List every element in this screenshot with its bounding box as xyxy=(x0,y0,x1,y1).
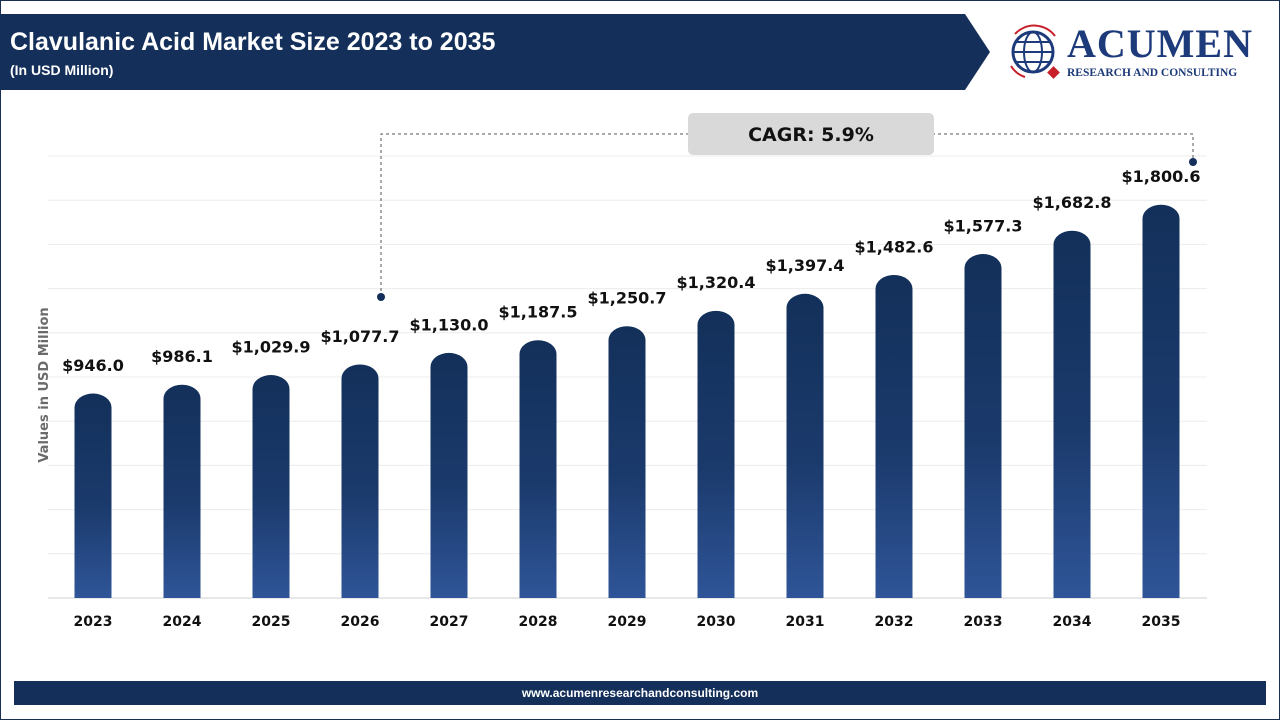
bar-2032 xyxy=(875,274,913,598)
bar-2025 xyxy=(252,375,290,598)
x-tick-label: 2033 xyxy=(964,614,1003,630)
data-label: $1,187.5 xyxy=(499,303,578,322)
data-label: $1,320.4 xyxy=(677,273,756,292)
data-label: $986.1 xyxy=(151,347,213,366)
x-tick-label: 2035 xyxy=(1142,614,1181,630)
x-tick-label: 2028 xyxy=(519,614,558,630)
cagr-label: CAGR: 5.9% xyxy=(748,124,874,146)
chart-subtitle: (In USD Million) xyxy=(10,62,114,78)
bar-2031 xyxy=(786,293,824,598)
x-tick-label: 2025 xyxy=(252,614,291,630)
data-label: $1,577.3 xyxy=(944,216,1023,235)
bar-2023 xyxy=(74,393,112,598)
data-label: $946.0 xyxy=(62,356,124,375)
footer-url: www.acumenresearchandconsulting.com xyxy=(14,681,1266,705)
x-tick-label: 2034 xyxy=(1053,614,1092,630)
x-tick-label: 2031 xyxy=(786,614,825,630)
data-label: $1,482.6 xyxy=(855,237,934,256)
x-tick-label: 2032 xyxy=(875,614,914,630)
bar-2024 xyxy=(163,384,201,598)
x-tick-label: 2027 xyxy=(430,614,469,630)
x-tick-label: 2026 xyxy=(341,614,380,630)
bar-2029 xyxy=(608,326,646,598)
y-axis-label: Values in USD Million xyxy=(37,307,52,462)
connector-dot xyxy=(377,293,385,301)
bar-2034 xyxy=(1053,230,1091,599)
bar-2028 xyxy=(519,340,557,598)
x-tick-label: 2029 xyxy=(608,614,647,630)
logo-wordmark: ACUMEN xyxy=(1067,21,1253,66)
data-label: $1,029.9 xyxy=(232,337,311,356)
x-tick-label: 2030 xyxy=(697,614,736,630)
data-label: $1,397.4 xyxy=(766,256,845,275)
x-tick-label: 2023 xyxy=(74,614,113,630)
data-label: $1,077.7 xyxy=(321,327,400,346)
bar-2035 xyxy=(1142,204,1180,599)
logo-tagline: RESEARCH AND CONSULTING xyxy=(1067,67,1238,79)
chart-title: Clavulanic Acid Market Size 2023 to 2035 xyxy=(10,28,496,56)
cagr-box xyxy=(688,113,934,155)
bar-2026 xyxy=(341,364,379,598)
acumen-logo: ACUMEN RESEARCH AND CONSULTING xyxy=(1005,21,1265,82)
title-banner xyxy=(0,14,990,90)
bar-2030 xyxy=(697,310,735,598)
bar-2027 xyxy=(430,352,468,598)
data-label: $1,800.6 xyxy=(1122,167,1201,186)
connector-dot xyxy=(1189,158,1197,166)
x-tick-label: 2024 xyxy=(163,614,202,630)
bar-2033 xyxy=(964,254,1002,598)
bar-chart: $946.0 2023 $986.1 2024 $1,029.9 2025 $1,077.7… xyxy=(37,113,1207,630)
data-label: $1,250.7 xyxy=(588,289,667,308)
globe-icon xyxy=(1010,24,1060,79)
data-label: $1,130.0 xyxy=(410,315,489,334)
data-label: $1,682.8 xyxy=(1033,193,1112,212)
